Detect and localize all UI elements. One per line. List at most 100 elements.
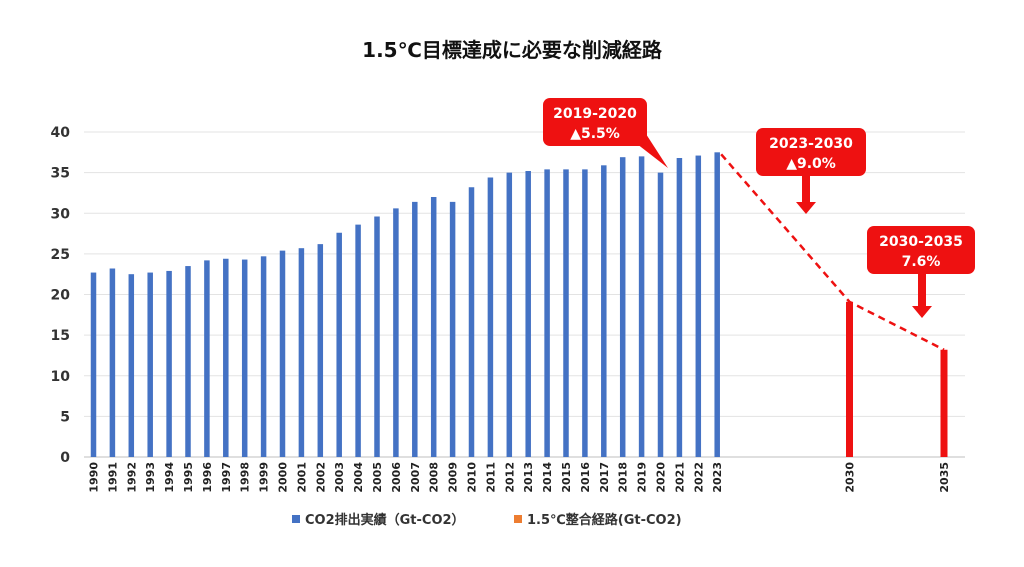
legend-label: CO2排出実績（Gt-CO2） <box>305 512 465 528</box>
y-tick-label: 10 <box>51 369 71 385</box>
x-tick-label: 2003 <box>333 462 346 493</box>
x-tick-label: 1999 <box>258 462 271 493</box>
y-axis: 0 5 10 15 20 25 30 35 40 <box>51 125 71 466</box>
bar-actual-2009 <box>449 201 456 457</box>
bar-actual-1998 <box>241 259 248 457</box>
callout-period: 2019-2020 <box>553 106 637 122</box>
x-tick-label: 1994 <box>163 462 176 493</box>
x-tick-label: 2016 <box>579 462 592 493</box>
callout-box <box>756 128 866 176</box>
callout-box <box>543 98 647 146</box>
callout-value: 7.6% <box>902 254 941 270</box>
pathway-trend <box>720 153 945 351</box>
x-tick-label: 2001 <box>295 462 308 493</box>
bar-actual-2017 <box>601 165 607 457</box>
bar-actual-1990 <box>90 272 97 457</box>
y-tick-label: 40 <box>51 125 71 141</box>
x-tick-label: 2012 <box>503 462 516 493</box>
bar-actual-2000 <box>279 250 286 457</box>
x-tick-label: 2019 <box>636 462 649 493</box>
bar-actual-2002 <box>317 244 324 457</box>
legend: CO2排出実績（Gt-CO2） 1.5℃整合経路(Gt-CO2) <box>292 512 682 528</box>
bar-actual-2004 <box>355 224 361 457</box>
callout-box <box>867 226 975 274</box>
x-tick-label: 2000 <box>277 462 290 493</box>
x-tick-label: 2004 <box>352 462 365 493</box>
x-tick-label: 1996 <box>201 462 214 493</box>
bar-actual-2023 <box>714 152 720 457</box>
x-tick-label: 2007 <box>409 462 422 493</box>
x-tick-label: 2009 <box>447 462 460 493</box>
chart-title: 1.5℃目標達成に必要な削減経路 <box>362 38 662 62</box>
x-tick-label: 1990 <box>88 462 101 493</box>
bar-actual-2016 <box>582 169 588 457</box>
x-tick-label: 2020 <box>655 462 668 493</box>
gridlines <box>84 131 965 458</box>
callout-arrow-head <box>796 202 816 214</box>
callout-arrow-shaft <box>918 274 926 308</box>
callout-value: ▲9.0% <box>786 156 836 172</box>
bar-pathway-2030 <box>846 301 853 457</box>
callout-period: 2030-2035 <box>879 234 963 250</box>
y-tick-label: 5 <box>60 409 70 425</box>
bar-actual-1994 <box>166 270 172 457</box>
bars <box>90 152 948 457</box>
callout-2030-2035: 2030-2035 7.6% <box>867 226 975 318</box>
bar-actual-1993 <box>147 272 153 457</box>
y-tick-label: 0 <box>60 450 70 466</box>
bar-actual-2003 <box>336 232 342 457</box>
x-tick-label: 2005 <box>371 462 384 493</box>
bar-actual-2001 <box>298 248 305 457</box>
bar-actual-2008 <box>430 197 437 457</box>
y-tick-label: 20 <box>51 288 71 304</box>
x-tick-label: 2021 <box>673 462 686 493</box>
x-axis: 1990 1991 1992 1993 1994 1995 1996 1997 1998 1999… <box>88 462 952 493</box>
x-tick-label: 2030 <box>844 462 857 493</box>
bar-actual-2014 <box>544 169 550 457</box>
callout-2023-2030: 2023-2030 ▲9.0% <box>756 128 866 214</box>
bar-actual-1991 <box>109 268 116 457</box>
x-tick-label: 2017 <box>598 462 611 493</box>
callouts: 2019-2020 ▲5.5% 2023-2030 ▲9.0% 2030-2035 7.6… <box>543 98 975 318</box>
callout-2019-2020: 2019-2020 ▲5.5% <box>543 98 668 168</box>
bar-actual-2012 <box>506 172 513 457</box>
bar-actual-2010 <box>468 187 475 457</box>
legend-swatch <box>292 515 300 523</box>
bar-actual-1996 <box>204 260 210 457</box>
pathway-dashed-line <box>720 153 945 351</box>
x-tick-label: 1997 <box>220 462 233 493</box>
bar-actual-2015 <box>563 169 569 457</box>
x-tick-label: 1992 <box>125 462 138 493</box>
x-tick-label: 2014 <box>541 462 554 493</box>
bar-actual-1995 <box>185 266 191 457</box>
y-tick-label: 30 <box>51 206 71 222</box>
x-tick-label: 2013 <box>522 462 535 493</box>
callout-period: 2023-2030 <box>769 136 853 152</box>
bar-actual-2007 <box>412 201 418 457</box>
x-tick-label: 2006 <box>390 462 403 493</box>
x-tick-label: 1995 <box>182 462 195 493</box>
x-tick-label: 1991 <box>106 462 119 493</box>
legend-entry-pathway: 1.5℃整合経路(Gt-CO2) <box>514 512 682 528</box>
bar-actual-2022 <box>695 155 702 457</box>
legend-swatch <box>514 515 522 523</box>
x-tick-label: 2010 <box>466 462 479 493</box>
y-tick-label: 15 <box>51 328 70 344</box>
x-tick-label: 2015 <box>560 462 573 493</box>
bar-actual-2005 <box>374 216 380 457</box>
legend-label: 1.5℃整合経路(Gt-CO2) <box>527 512 682 528</box>
x-tick-label: 2018 <box>617 462 630 493</box>
y-tick-label: 35 <box>51 166 70 182</box>
bar-actual-1999 <box>260 256 267 457</box>
callout-arrow-shaft <box>802 176 810 204</box>
bar-actual-2019 <box>638 156 645 457</box>
bar-actual-1992 <box>128 274 135 457</box>
bar-actual-2011 <box>487 177 494 457</box>
x-tick-label: 1998 <box>239 462 252 493</box>
bar-actual-2018 <box>619 157 626 457</box>
bar-actual-2006 <box>393 208 399 457</box>
x-tick-label: 2002 <box>314 462 327 493</box>
x-tick-label: 2008 <box>428 462 441 493</box>
x-tick-label: 2011 <box>484 462 497 493</box>
